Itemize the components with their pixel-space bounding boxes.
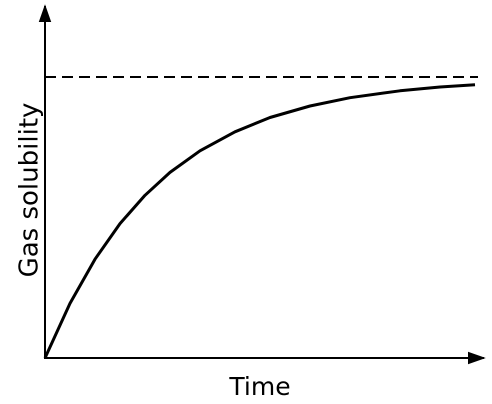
solubility-curve	[43, 83, 476, 359]
x-axis-label: Time	[228, 372, 290, 400]
y-axis-label: Gas solubility	[15, 103, 45, 278]
